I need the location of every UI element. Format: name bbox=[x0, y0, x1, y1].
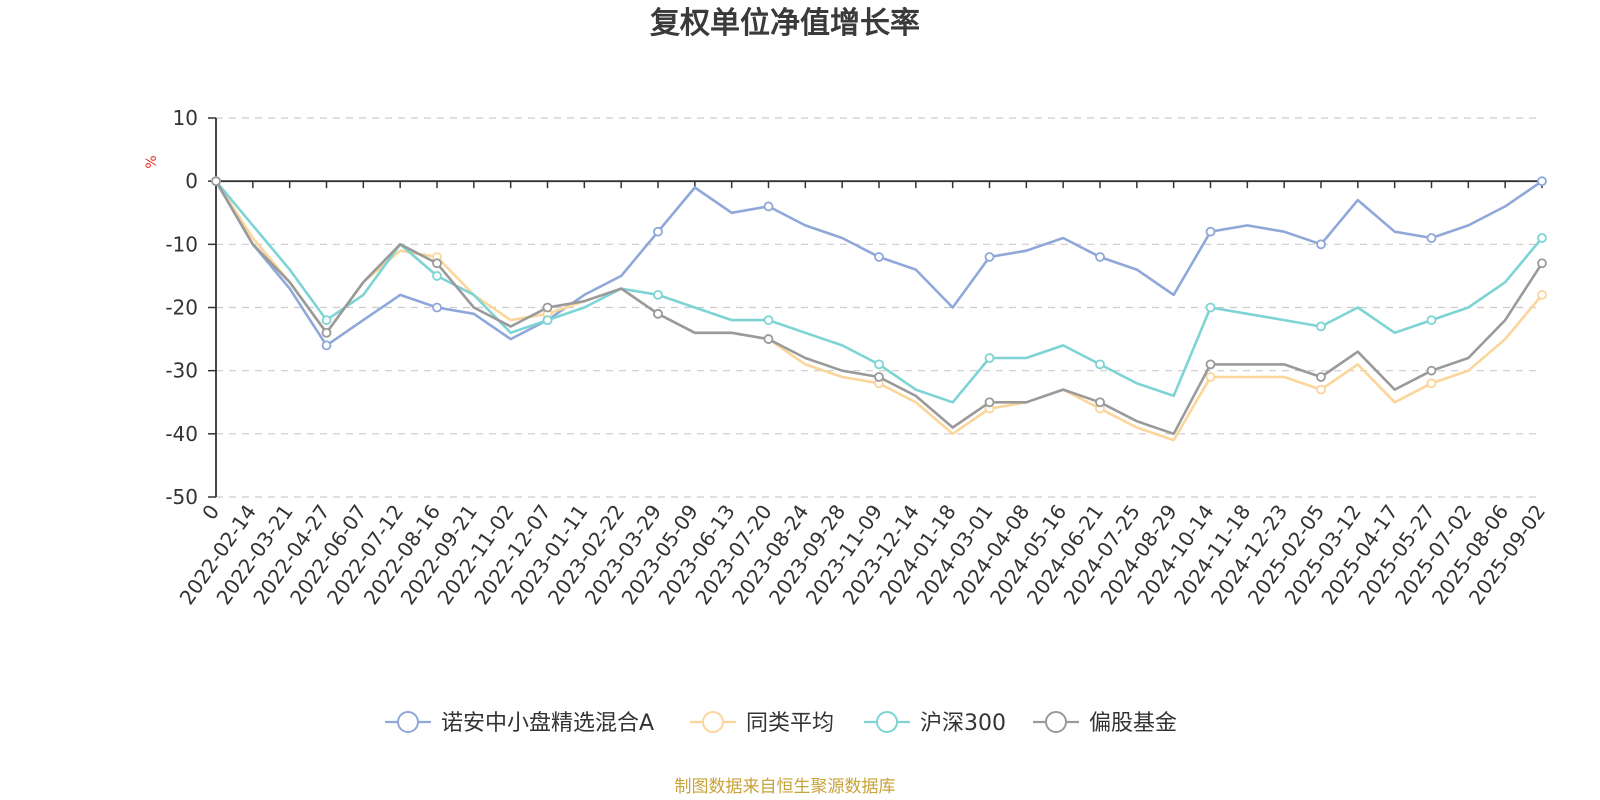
data-point bbox=[1316, 384, 1326, 395]
legend-marker bbox=[1045, 711, 1067, 733]
data-point bbox=[1537, 233, 1547, 243]
data-point bbox=[1205, 302, 1216, 313]
data-point bbox=[321, 340, 332, 351]
series-lines bbox=[211, 176, 1547, 442]
y-tick-label: -50 bbox=[165, 485, 198, 509]
y-axis-unit: % bbox=[144, 155, 160, 168]
axes: 100-10-20-30-40-5002022-02-142022-03-212… bbox=[165, 106, 1550, 609]
data-point bbox=[1316, 321, 1326, 332]
legend-label: 同类平均 bbox=[746, 711, 834, 736]
data-point bbox=[1316, 239, 1326, 250]
legend[interactable]: 诺安中小盘精选混合A 同类平均 沪深300 偏股基金 bbox=[385, 711, 1177, 736]
y-tick-label: -30 bbox=[165, 359, 198, 383]
legend-item-1[interactable]: 同类平均 bbox=[690, 711, 834, 736]
legend-marker bbox=[876, 711, 898, 733]
legend-item-2[interactable]: 沪深300 bbox=[864, 711, 1006, 736]
legend-label: 偏股基金 bbox=[1089, 711, 1177, 736]
data-point bbox=[1426, 365, 1437, 376]
data-point bbox=[1095, 252, 1105, 262]
y-tick-label: 0 bbox=[185, 169, 198, 193]
data-point bbox=[1426, 378, 1437, 389]
source-note: 制图数据来自恒生聚源数据库 bbox=[675, 777, 896, 797]
legend-label: 沪深300 bbox=[920, 711, 1006, 736]
data-point bbox=[1426, 315, 1437, 326]
legend-item-3[interactable]: 偏股基金 bbox=[1033, 711, 1177, 736]
y-tick-label: 10 bbox=[173, 106, 198, 130]
data-point bbox=[1205, 359, 1216, 370]
data-point bbox=[763, 201, 774, 212]
legend-marker bbox=[397, 711, 419, 733]
legend-item-0[interactable]: 诺安中小盘精选混合A bbox=[385, 711, 654, 736]
data-point bbox=[1426, 233, 1437, 243]
data-point bbox=[1095, 397, 1105, 408]
data-point bbox=[321, 327, 332, 338]
chart-title: 复权单位净值增长率 bbox=[650, 6, 920, 41]
series-line-0 bbox=[214, 180, 1543, 347]
data-point bbox=[211, 176, 221, 187]
data-point bbox=[542, 315, 553, 326]
data-point bbox=[1537, 258, 1547, 269]
series-line-1 bbox=[214, 180, 1543, 442]
x-tick-label: 0 bbox=[197, 500, 224, 524]
data-point bbox=[653, 289, 663, 300]
data-point bbox=[321, 315, 332, 326]
data-point bbox=[984, 252, 995, 262]
y-tick-label: -20 bbox=[165, 296, 198, 320]
data-point bbox=[653, 226, 663, 237]
data-point bbox=[984, 353, 995, 363]
legend-label: 诺安中小盘精选混合A bbox=[441, 711, 654, 736]
data-point bbox=[653, 308, 663, 319]
data-point bbox=[874, 359, 884, 370]
data-point bbox=[1205, 226, 1216, 237]
data-point bbox=[1316, 372, 1326, 382]
legend-marker bbox=[702, 711, 724, 733]
data-point bbox=[874, 372, 884, 382]
data-point bbox=[432, 258, 442, 269]
data-point bbox=[1205, 372, 1216, 382]
data-point bbox=[432, 302, 442, 313]
data-point bbox=[1537, 289, 1547, 300]
grid bbox=[216, 117, 1542, 498]
data-point bbox=[1537, 176, 1547, 187]
data-point bbox=[984, 397, 995, 408]
data-point bbox=[1095, 359, 1105, 370]
data-point bbox=[874, 252, 884, 262]
y-tick-label: -40 bbox=[165, 422, 198, 446]
data-point bbox=[542, 302, 553, 313]
data-point bbox=[763, 334, 774, 344]
data-point bbox=[763, 315, 774, 326]
data-point bbox=[432, 271, 442, 281]
y-tick-label: -10 bbox=[165, 232, 198, 256]
